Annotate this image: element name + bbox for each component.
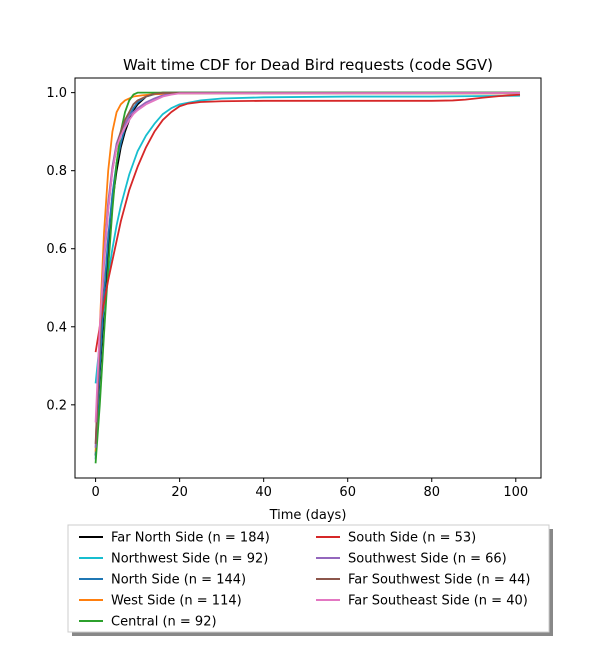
series-line-4 — [94, 92, 520, 452]
legend-label: Southwest Side (n = 66) — [348, 552, 507, 567]
x-tick-label: 60 — [339, 485, 356, 500]
plot-area: 0 20 40 60 80 100 0.2 0.4 0.6 0.8 1.0 — [46, 77, 542, 500]
legend-box — [67, 524, 550, 633]
y-tick-label: 0.4 — [46, 320, 67, 335]
x-tick-label: 80 — [423, 485, 440, 500]
legend-label: Central (n = 92) — [111, 615, 217, 630]
series-line-9 — [94, 92, 520, 423]
plot-frame — [74, 77, 542, 479]
series-layer — [94, 91, 521, 464]
legend: Far North Side (n = 184) Northwest Side (… — [67, 524, 553, 636]
legend-label: North Side (n = 144) — [111, 573, 246, 588]
y-tick-label: 0.8 — [46, 164, 67, 179]
series-line-7 — [94, 92, 520, 448]
series-line-3 — [94, 92, 520, 460]
series-line-8 — [94, 92, 520, 444]
y-tick-label: 0.6 — [46, 242, 67, 257]
y-tick-label: 0.2 — [46, 398, 67, 413]
legend-label: Far North Side (n = 184) — [111, 531, 270, 546]
series-line-6 — [94, 93, 521, 353]
x-axis: 0 20 40 60 80 100 — [91, 478, 528, 500]
y-tick-label: 1.0 — [46, 86, 67, 101]
series-line-1 — [94, 91, 520, 456]
legend-label: West Side (n = 114) — [111, 594, 242, 609]
x-axis-label: Time (days) — [269, 508, 347, 523]
legend-label: Far Southeast Side (n = 40) — [348, 594, 528, 609]
legend-items: Far North Side (n = 184) Northwest Side (… — [79, 531, 530, 630]
y-axis: 0.2 0.4 0.6 0.8 1.0 — [46, 86, 75, 413]
legend-label: Northwest Side (n = 92) — [111, 552, 268, 567]
x-tick-label: 40 — [255, 485, 272, 500]
legend-label: Far Southwest Side (n = 44) — [348, 573, 530, 588]
x-tick-label: 20 — [171, 485, 188, 500]
series-line-5 — [94, 91, 520, 464]
legend-label: South Side (n = 53) — [348, 531, 476, 546]
chart-title: Wait time CDF for Dead Bird requests (co… — [123, 56, 493, 74]
x-tick-label: 0 — [91, 485, 99, 500]
series-line-2 — [94, 94, 520, 384]
x-tick-label: 100 — [503, 485, 528, 500]
